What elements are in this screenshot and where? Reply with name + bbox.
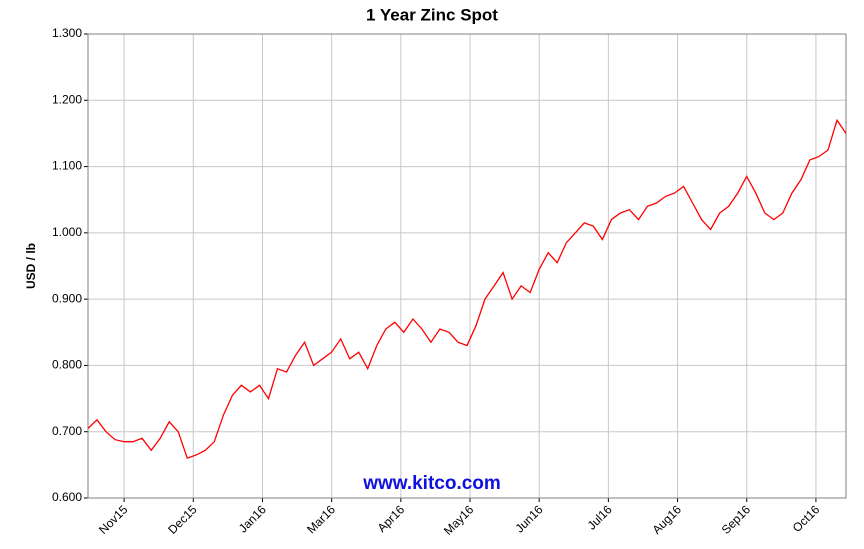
x-tick-label: Apr16	[375, 502, 408, 535]
x-tick-label: Nov15	[96, 502, 131, 537]
x-tick-label: Sep16	[719, 502, 754, 537]
plot-border	[87, 33, 847, 499]
chart-title: 1 Year Zinc Spot	[366, 5, 498, 24]
x-tick-label: Jun16	[513, 502, 546, 535]
y-tick-label: 0.700	[52, 424, 82, 438]
x-tick-label: Aug16	[649, 502, 684, 537]
y-tick-label: 1.200	[52, 92, 82, 106]
y-tick-label: 1.100	[52, 159, 82, 173]
y-tick-label: 1.000	[52, 225, 82, 239]
x-tick-label: May16	[441, 502, 477, 538]
x-tick-label: Dec15	[165, 502, 200, 537]
x-tick-label: Jul16	[585, 502, 615, 532]
x-tick-label: Jan16	[236, 502, 269, 535]
y-axis-label: USD / lb	[24, 243, 38, 289]
x-tick-label: Oct16	[790, 502, 823, 535]
watermark: www.kitco.com	[362, 473, 501, 494]
x-tick-label: Mar16	[304, 502, 338, 536]
price-line	[87, 118, 847, 460]
y-tick-label: 0.900	[52, 291, 82, 305]
y-tick-label: 0.600	[52, 490, 82, 504]
y-tick-label: 1.300	[52, 26, 82, 40]
y-tick-label: 0.800	[52, 358, 82, 372]
